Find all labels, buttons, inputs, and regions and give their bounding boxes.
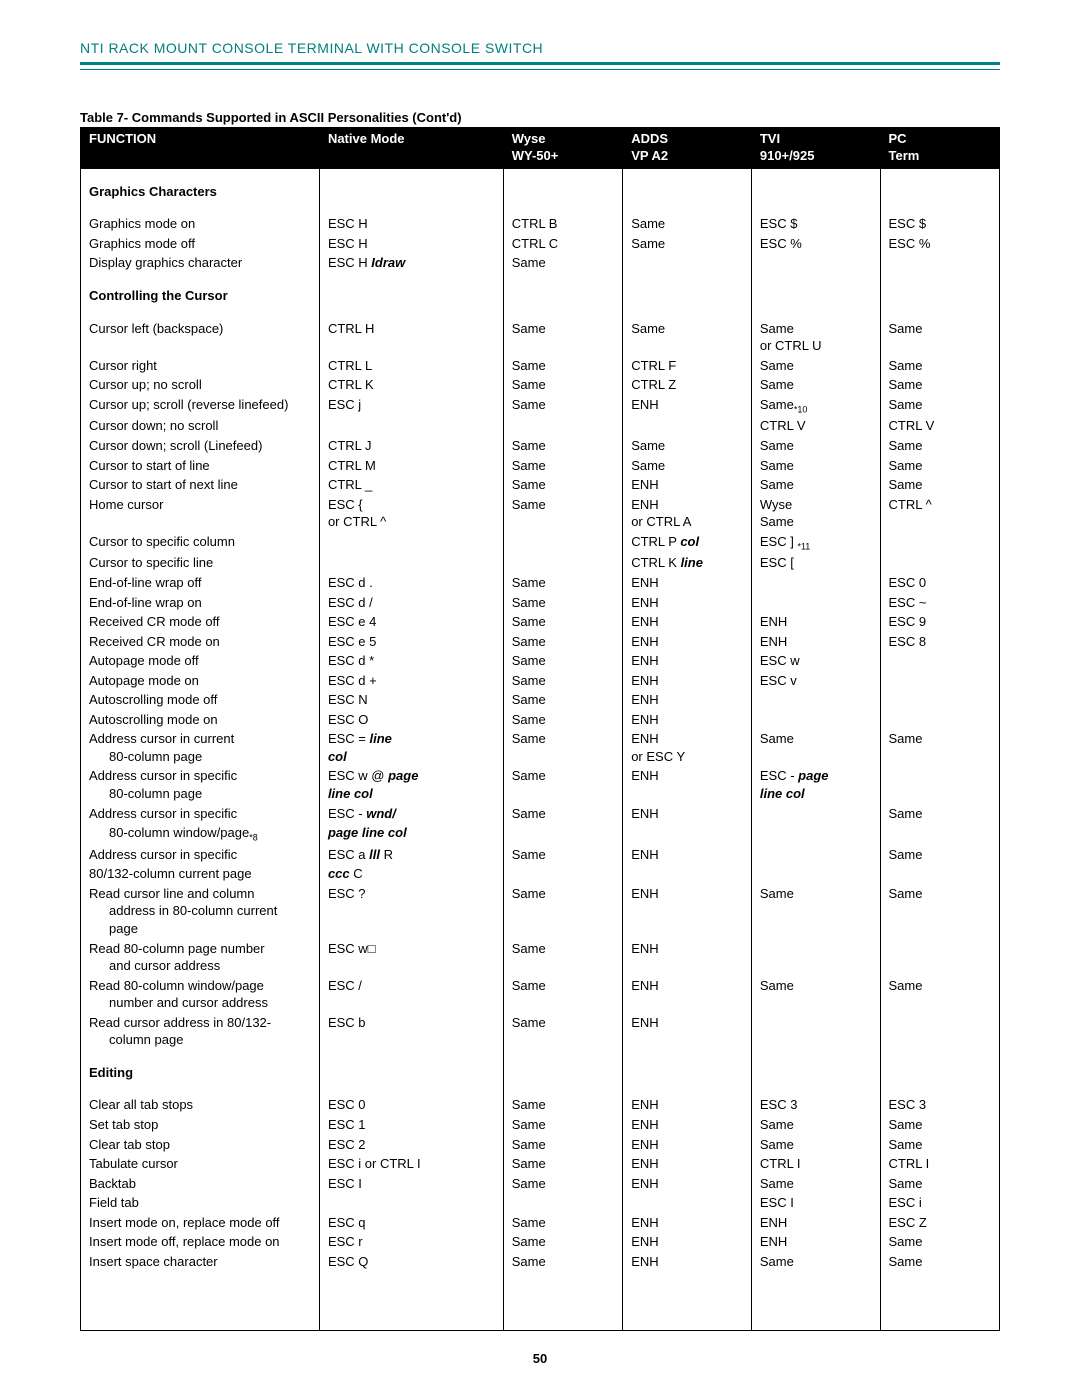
- table-row: Cursor down; no scrollCTRL VCTRL V: [81, 416, 1000, 436]
- table-row: Read cursor address in 80/132-column pag…: [81, 1013, 1000, 1050]
- table-row: Home cursorESC {or CTRL ^SameENHor CTRL …: [81, 495, 1000, 532]
- header-rule: [80, 62, 1000, 70]
- col-pc: PCTerm: [880, 128, 999, 169]
- commands-table: FUNCTION Native Mode WyseWY-50+ ADDSVP A…: [80, 127, 1000, 1331]
- table-row: Received CR mode onESC e 5SameENHENHESC …: [81, 632, 1000, 652]
- table-row: Display graphics characterESC H IdrawSam…: [81, 253, 1000, 273]
- table-row: Address cursor in specific80-column page…: [81, 766, 1000, 803]
- table-row: Insert space characterESC QSameENHSameSa…: [81, 1252, 1000, 1331]
- table-row: Received CR mode offESC e 4SameENHENHESC…: [81, 612, 1000, 632]
- section-graphics: Graphics Characters: [81, 168, 1000, 214]
- col-wyse: WyseWY-50+: [503, 128, 622, 169]
- col-tvi: TVI910+/925: [751, 128, 880, 169]
- table-row: Tabulate cursorESC i or CTRL ISameENHCTR…: [81, 1154, 1000, 1174]
- table-row: Graphics mode onESC HCTRL BSameESC $ESC …: [81, 214, 1000, 234]
- col-native: Native Mode: [319, 128, 503, 169]
- table-row: BacktabESC ISameENHSameSame: [81, 1174, 1000, 1194]
- table-row: Autoscrolling mode offESC NSameENH: [81, 690, 1000, 710]
- table-row: Cursor up; scroll (reverse linefeed)ESC …: [81, 395, 1000, 417]
- table-row: Insert mode off, replace mode onESC rSam…: [81, 1232, 1000, 1252]
- table-row: Read 80-column page numberand cursor add…: [81, 939, 1000, 976]
- table-row: Clear tab stopESC 2SameENHSameSame: [81, 1135, 1000, 1155]
- page-number: 50: [80, 1351, 1000, 1366]
- table-row: End-of-line wrap offESC d .SameENHESC 0: [81, 573, 1000, 593]
- table-row: Autopage mode onESC d +SameENHESC v: [81, 671, 1000, 691]
- table-row: Field tabESC IESC i: [81, 1193, 1000, 1213]
- table-row: Cursor down; scroll (Linefeed)CTRL JSame…: [81, 436, 1000, 456]
- page-header: NTI RACK MOUNT CONSOLE TERMINAL WITH CON…: [80, 40, 1000, 62]
- table-row: 80-column window/page*8page line col: [81, 823, 1000, 845]
- col-function: FUNCTION: [81, 128, 320, 169]
- table-row: Address cursor in current80-column pageE…: [81, 729, 1000, 766]
- table-row: Insert mode on, replace mode offESC qSam…: [81, 1213, 1000, 1233]
- table-row: Read cursor line and columnaddress in 80…: [81, 884, 1000, 939]
- table-row: Cursor to start of lineCTRL MSameSameSam…: [81, 456, 1000, 476]
- table-row: Cursor to start of next lineCTRL _SameEN…: [81, 475, 1000, 495]
- section-editing: Editing: [81, 1050, 1000, 1096]
- document-page: NTI RACK MOUNT CONSOLE TERMINAL WITH CON…: [0, 0, 1080, 1396]
- table-row: Autoscrolling mode onESC OSameENH: [81, 710, 1000, 730]
- table-row: Cursor left (backspace)CTRL HSameSameSam…: [81, 319, 1000, 356]
- table-row: Cursor to specific lineCTRL K lineESC [: [81, 553, 1000, 573]
- section-cursor: Controlling the Cursor: [81, 273, 1000, 319]
- table-row: End-of-line wrap onESC d /SameENHESC ~: [81, 593, 1000, 613]
- table-row: 80/132-column current pageccc C: [81, 864, 1000, 884]
- table-row: Cursor up; no scrollCTRL KSameCTRL ZSame…: [81, 375, 1000, 395]
- col-adds: ADDSVP A2: [623, 128, 752, 169]
- table-row: Autopage mode offESC d *SameENHESC w: [81, 651, 1000, 671]
- table-row: Clear all tab stopsESC 0SameENHESC 3ESC …: [81, 1095, 1000, 1115]
- table-row: Set tab stopESC 1SameENHSameSame: [81, 1115, 1000, 1135]
- table-row: Address cursor in specificESC a lll RSam…: [81, 845, 1000, 865]
- table-row: Graphics mode offESC HCTRL CSameESC %ESC…: [81, 234, 1000, 254]
- table-row: Cursor rightCTRL LSameCTRL FSameSame: [81, 356, 1000, 376]
- table-row: Address cursor in specificESC - wnd/Same…: [81, 804, 1000, 824]
- table-row: Read 80-column window/pagenumber and cur…: [81, 976, 1000, 1013]
- table-row: Cursor to specific columnCTRL P colESC ]…: [81, 532, 1000, 554]
- table-caption: Table 7- Commands Supported in ASCII Per…: [80, 110, 1000, 125]
